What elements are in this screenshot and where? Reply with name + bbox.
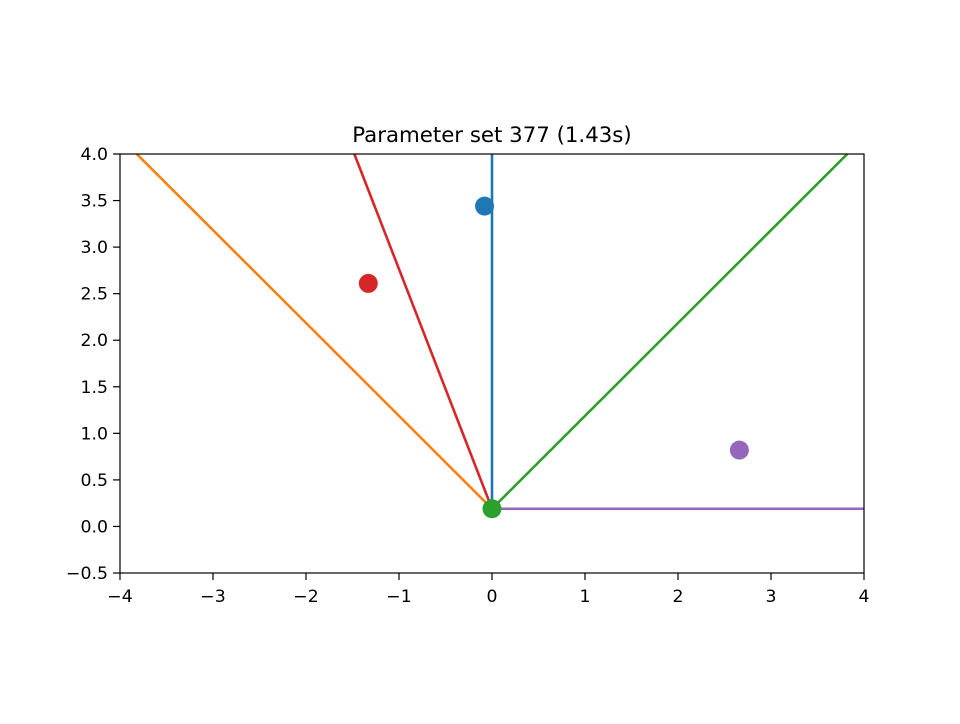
series-line-4 [353, 154, 494, 510]
x-tick-label: −4 [107, 587, 132, 607]
y-tick-label: 4.0 [81, 145, 108, 165]
plot-points [358, 196, 749, 519]
series-point-1 [475, 196, 495, 216]
plot-lines [135, 154, 864, 511]
x-tick-label: −2 [293, 587, 318, 607]
x-tick-label: 4 [859, 587, 870, 607]
x-tick-label: 0 [487, 587, 498, 607]
y-tick-label: 3.0 [81, 238, 108, 258]
y-tick-label: 0.5 [81, 471, 108, 491]
y-tick-label: 1.5 [81, 378, 108, 398]
y-tick-label: 2.0 [81, 331, 108, 351]
x-axis-ticks: −4 −3 −2 −1 0 1 2 3 4 [107, 573, 870, 607]
series-point-4 [358, 273, 378, 293]
x-tick-label: −3 [200, 587, 225, 607]
y-axis-ticks: −0.5 0.0 0.5 1.0 1.5 2.0 2.5 3.0 3.5 4.0 [66, 145, 120, 584]
y-tick-label: −0.5 [66, 564, 108, 584]
series-line-2 [135, 154, 493, 510]
y-tick-label: 3.5 [81, 192, 108, 212]
series-point-5 [729, 440, 749, 460]
series-point-3 [482, 499, 502, 519]
x-tick-label: 1 [580, 587, 591, 607]
y-tick-label: 0.0 [81, 517, 108, 537]
y-tick-label: 2.5 [81, 285, 108, 305]
x-tick-label: −1 [386, 587, 411, 607]
chart-title: Parameter set 377 (1.43s) [352, 123, 631, 148]
x-tick-label: 2 [673, 587, 684, 607]
series-line-3 [491, 154, 849, 510]
x-tick-label: 3 [766, 587, 777, 607]
y-tick-label: 1.0 [81, 424, 108, 444]
